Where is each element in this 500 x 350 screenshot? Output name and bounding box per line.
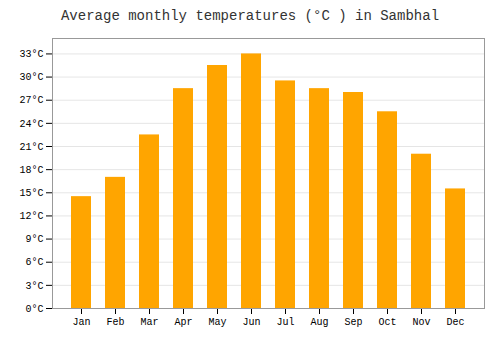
svg-text:Mar: Mar — [140, 317, 158, 328]
svg-text:27°C: 27°C — [19, 95, 43, 106]
svg-text:33°C: 33°C — [19, 49, 43, 60]
svg-text:6°C: 6°C — [25, 257, 43, 268]
svg-text:Jan: Jan — [72, 317, 90, 328]
svg-text:9°C: 9°C — [25, 234, 43, 245]
svg-text:24°C: 24°C — [19, 119, 43, 130]
html-text:Average monthly temperatures (: Average monthly temperatures (°C ) in Sa… — [61, 8, 439, 24]
svg-text:May: May — [208, 317, 226, 328]
svg-text:30°C: 30°C — [19, 72, 43, 83]
svg-text:Aug: Aug — [310, 317, 328, 328]
svg-text:Oct: Oct — [378, 317, 396, 328]
svg-text:12°C: 12°C — [19, 211, 43, 222]
svg-text:Jul: Jul — [276, 317, 294, 328]
svg-text:Jun: Jun — [242, 317, 260, 328]
svg-text:Dec: Dec — [446, 317, 464, 328]
svg-text:0°C: 0°C — [25, 304, 43, 315]
svg-text:15°C: 15°C — [19, 188, 43, 199]
svg-text:Nov: Nov — [412, 317, 430, 328]
svg-text:Sep: Sep — [344, 317, 362, 328]
svg-text:3°C: 3°C — [25, 281, 43, 292]
svg-text:18°C: 18°C — [19, 165, 43, 176]
svg-text:Apr: Apr — [174, 317, 192, 328]
svg-text:21°C: 21°C — [19, 142, 43, 153]
svg-text:Feb: Feb — [106, 317, 124, 328]
